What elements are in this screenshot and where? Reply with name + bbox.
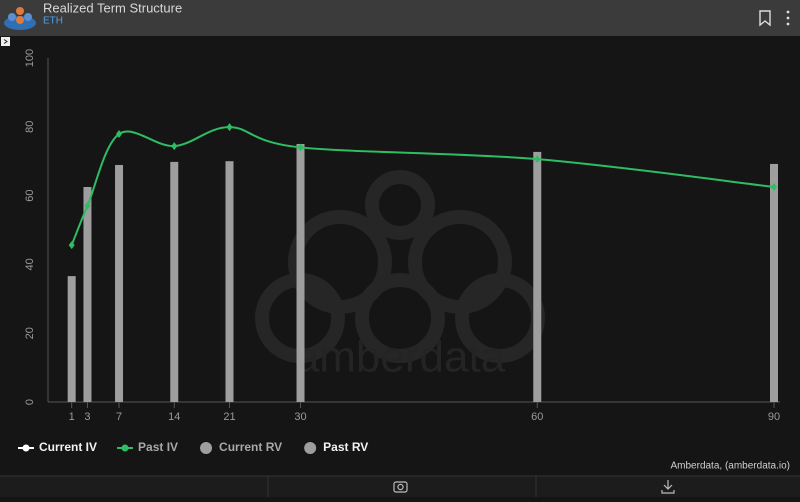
- y-tick-label: 100: [24, 49, 36, 67]
- line-marker: [171, 142, 178, 151]
- legend-symbol: [200, 442, 213, 454]
- watermark: amberdata: [295, 333, 506, 382]
- screenshot-button[interactable]: [393, 481, 408, 493]
- line-marker: [297, 143, 304, 152]
- line-marker: [84, 201, 91, 210]
- bar: [115, 164, 124, 402]
- logo: [4, 7, 36, 30]
- x-tick-label: 60: [531, 411, 543, 423]
- bar: [83, 187, 92, 402]
- legend-label: Past RV: [323, 440, 368, 454]
- legend-item[interactable]: Current RV: [200, 440, 282, 454]
- line-marker: [534, 155, 541, 164]
- bar: [770, 163, 778, 402]
- legend-symbol: [304, 442, 317, 454]
- x-tick-label: 14: [168, 411, 180, 423]
- expand-button[interactable]: [1, 37, 10, 46]
- x-tick-label: 3: [84, 411, 90, 423]
- bar: [533, 151, 542, 402]
- bar: [225, 161, 234, 402]
- line-marker: [226, 123, 233, 132]
- expand-icon: [3, 39, 8, 44]
- legend-item[interactable]: Past IV: [117, 440, 178, 454]
- line-marker: [771, 183, 777, 191]
- line-marker: [116, 130, 123, 139]
- legend-label: Current IV: [39, 440, 97, 454]
- legend-label: Past IV: [138, 440, 178, 454]
- bar: [296, 144, 305, 402]
- y-tick-label: 80: [24, 121, 36, 133]
- menu-button[interactable]: [786, 10, 790, 26]
- line-series: [70, 126, 775, 246]
- credits[interactable]: Amberdata, (amberdata.io): [670, 461, 790, 472]
- header-bar: [0, 0, 800, 36]
- y-tick-label: 0: [24, 399, 36, 405]
- legend-label: Current RV: [219, 440, 282, 454]
- widget-title: Realized Term Structure: [43, 0, 182, 15]
- legend-item[interactable]: Past RV: [304, 440, 368, 454]
- footer-bar: [0, 476, 800, 497]
- x-tick-label: 21: [223, 411, 235, 423]
- line-marker: [68, 241, 75, 250]
- bar: [67, 276, 76, 402]
- y-tick-label: 60: [24, 189, 36, 201]
- y-tick-label: 40: [24, 258, 36, 270]
- download-button[interactable]: [661, 480, 675, 494]
- y-tick-label: 20: [24, 327, 36, 339]
- bookmark-button[interactable]: [759, 10, 771, 27]
- widget-subtitle: ETH: [43, 16, 63, 27]
- legend-symbol: [22, 444, 30, 452]
- x-tick-label: 1: [69, 411, 75, 423]
- bar: [170, 161, 179, 402]
- legend-item[interactable]: Current IV: [18, 440, 97, 454]
- x-tick-label: 7: [116, 411, 122, 423]
- legend-symbol: [121, 444, 129, 452]
- x-tick-label: 90: [768, 411, 780, 423]
- x-tick-label: 30: [294, 411, 306, 423]
